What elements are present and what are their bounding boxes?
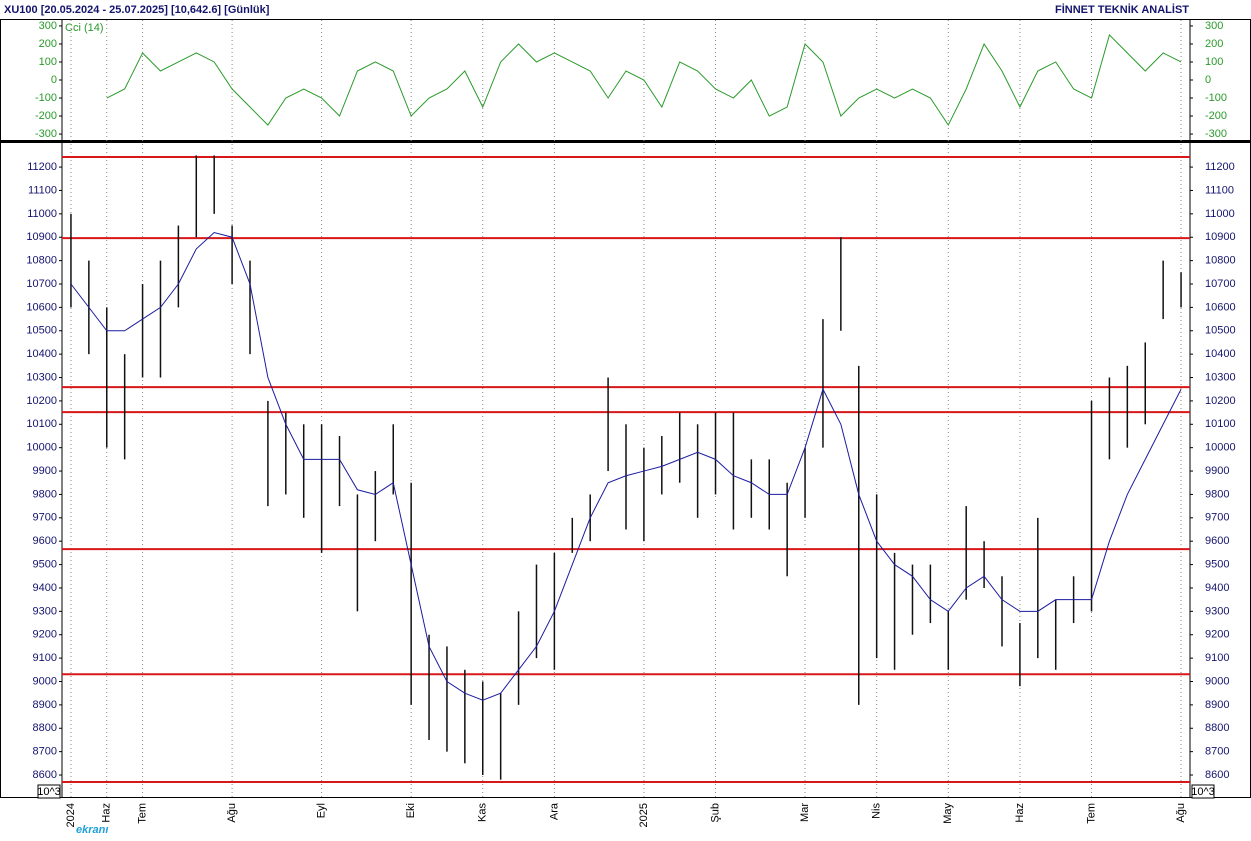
y-tick-label: 10000 [1205,442,1236,454]
y-tick-label: 9500 [1205,558,1229,570]
y-tick-label: 11000 [27,208,57,220]
x-tick-label: Tem [1085,803,1097,824]
x-tick-label: 2025 [638,803,650,827]
x-tick-label: Ağu [1175,803,1187,823]
x-tick-label: Ara [548,802,560,820]
y-tick-label: 10700 [1205,278,1236,290]
y-tick-label: 9400 [33,582,57,594]
y-tick-label: 9600 [1205,535,1229,547]
y-tick-label: 9900 [33,465,57,477]
y-tick-label: 0 [51,74,57,86]
y-tick-label: 10500 [26,325,57,337]
y-tick-label: -100 [35,92,57,104]
y-tick-label: 100 [39,56,57,68]
y-tick-label: 10500 [1205,325,1236,337]
y-tick-label: 10800 [1205,255,1236,267]
y-tick-label: 10400 [1205,348,1236,360]
y-tick-label: 9000 [1205,675,1229,687]
x-tick-label: Nis [871,803,883,819]
y-tick-label: 8800 [1205,722,1229,734]
y-tick-label: 8600 [1205,769,1229,781]
header-title: XU100 [20.05.2024 - 25.07.2025] [10,642.… [4,4,270,16]
y-tick-label: 9000 [33,675,57,687]
y-tick-label: 10900 [26,231,57,243]
x-tick-label: May [942,803,954,824]
y-tick-label: 9700 [33,512,57,524]
y-tick-label: 9400 [1205,582,1229,594]
y-tick-label: 10400 [26,348,57,360]
y-tick-label: -200 [1205,110,1227,122]
y-tick-label: 9800 [1205,488,1229,500]
cci-line [106,33,1182,127]
y-tick-label: 300 [39,20,57,32]
axis-note-box [1191,784,1215,799]
x-tick-label: Tem [136,803,148,824]
x-tick-label: Eki [405,803,417,818]
x-tick-label: Haz [101,803,113,823]
y-tick-label: 10300 [1205,371,1236,383]
y-tick-label: 100 [1205,56,1223,68]
x-tick-label: Haz [1014,803,1026,823]
y-tick-label: -200 [35,110,57,122]
y-tick-label: 8900 [33,699,57,711]
x-tick-label: Şub [709,803,721,823]
y-tick-label: 10100 [1205,418,1236,430]
y-tick-label: 10100 [26,418,57,430]
y-tick-label: 11100 [28,184,57,196]
panel-separator [0,140,1251,143]
y-tick-label: 9100 [1205,652,1229,664]
y-tick-label: -100 [1205,92,1227,104]
y-tick-label: 8600 [33,769,57,781]
x-tick-label: Eyl [316,803,328,818]
y-tick-label: 9800 [33,488,57,500]
y-tick-label: 10300 [26,371,57,383]
y-tick-label: -300 [1205,128,1227,140]
y-tick-label: 9200 [33,629,57,641]
y-tick-label: 8700 [1205,746,1229,758]
y-tick-label: 200 [39,38,57,50]
y-tick-label: 9900 [1205,465,1229,477]
y-tick-label: 9700 [1205,512,1229,524]
watermark: ekranı [76,824,108,836]
y-tick-label: 11000 [1205,208,1235,220]
moving-average [70,232,1182,701]
y-tick-label: 10200 [1205,395,1236,407]
axis-note: 10^3 [1191,786,1215,798]
x-tick-label: Kas [477,803,489,822]
y-tick-label: 11200 [1205,161,1235,173]
y-tick-label: 200 [1205,38,1223,50]
header-brand: FİNNET TEKNİK ANALİST [1055,3,1189,16]
y-tick-label: 9100 [33,652,57,664]
y-tick-label: 300 [1205,20,1223,32]
x-tick-label: Mar [799,803,811,822]
y-tick-label: 9500 [33,558,57,570]
y-tick-label: 11200 [27,161,57,173]
y-tick-label: 8800 [33,722,57,734]
y-tick-label: 10700 [26,278,57,290]
y-tick-label: 9300 [1205,605,1229,617]
x-tick-label: Ağu [226,803,238,823]
axis-note: 10^3 [37,786,61,798]
y-tick-label: 9600 [33,535,57,547]
y-tick-label: 11100 [1205,184,1234,196]
x-tick-label: 2024 [65,803,77,827]
y-tick-label: 0 [1205,74,1211,86]
y-tick-label: 10200 [26,395,57,407]
y-tick-label: 9300 [33,605,57,617]
y-tick-label: 8700 [33,746,57,758]
y-tick-label: 10800 [26,255,57,267]
y-tick-label: 9200 [1205,629,1229,641]
legend-label: Cci (14) [65,22,104,34]
y-tick-label: 10600 [26,301,57,313]
y-tick-label: 10600 [1205,301,1236,313]
y-tick-label: 10000 [26,442,57,454]
y-tick-label: 8900 [1205,699,1229,711]
y-tick-label: 10900 [1205,231,1236,243]
axis-note-box [37,784,61,799]
y-tick-label: -300 [35,128,57,140]
